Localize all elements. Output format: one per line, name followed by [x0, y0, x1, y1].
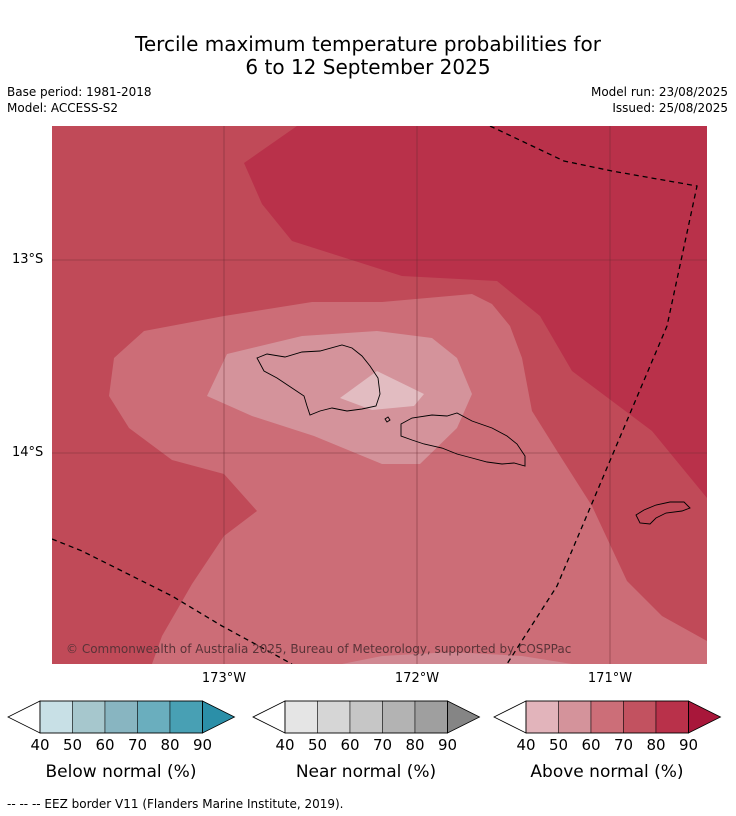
near-colorbar-low-arrow: [252, 700, 286, 734]
model-name: Model: ACCESS-S2: [7, 101, 119, 115]
eez-border: [52, 126, 698, 664]
above-colorbar-tick: 90: [678, 736, 699, 754]
below-colorbar-low-arrow: [7, 700, 41, 734]
near-colorbar-segment: [382, 700, 416, 734]
near-colorbar-segment: [349, 700, 383, 734]
lon-label-173w: 173°W: [201, 671, 247, 686]
contour-80-90: [244, 126, 707, 498]
above-colorbar-tick: 60: [581, 736, 601, 754]
above-colorbar-segment: [590, 700, 624, 734]
above-colorbar-tick: 50: [548, 736, 569, 754]
lon-label-171w: 171°W: [587, 671, 633, 686]
above-colorbar-outline: [525, 700, 689, 734]
above-colorbar-high-arrow: [688, 700, 722, 734]
near-colorbar-outline: [284, 700, 448, 734]
lat-label-14s: 14°S: [12, 445, 44, 460]
colorbar-near-title: Near normal (%): [295, 762, 437, 782]
eez-footnote: -- -- -- EEZ border V11 (Flanders Marine…: [7, 797, 344, 811]
contour-50-60: [207, 331, 472, 464]
colorbars: [7, 700, 722, 734]
near-colorbar-segment: [284, 700, 318, 734]
base-period: Base period: 1981-2018: [7, 85, 152, 99]
near-colorbar-tick: 60: [340, 736, 360, 754]
below-colorbar-segment: [169, 700, 203, 734]
upolu-island: [400, 412, 526, 467]
above-colorbar-low-arrow: [493, 700, 527, 734]
below-colorbar-tick: 80: [160, 736, 180, 754]
above-colorbar-segment: [623, 700, 657, 734]
colorbar-above-title: Above normal (%): [530, 762, 684, 782]
colorbar-above: [493, 700, 722, 734]
below-colorbar-segment: [39, 700, 73, 734]
below-colorbar-high-arrow: [202, 700, 236, 734]
colorbar-below-title: Below normal (%): [45, 762, 197, 782]
below-colorbar-tick: 40: [30, 736, 50, 754]
copyright-notice: © Commonwealth of Australia 2025, Bureau…: [66, 642, 571, 656]
colorbar-near: [252, 700, 481, 734]
map-svg: © Commonwealth of Australia 2025, Bureau…: [52, 126, 707, 664]
above-colorbar-tick: 80: [646, 736, 666, 754]
probability-map: © Commonwealth of Australia 2025, Bureau…: [52, 126, 707, 664]
near-colorbar-tick: 40: [275, 736, 295, 754]
above-colorbar-segment: [558, 700, 592, 734]
contour-40-50: [340, 371, 424, 410]
near-colorbar-tick: 80: [405, 736, 425, 754]
contour-bottom-bulge: [342, 652, 572, 664]
near-colorbar-tick: 70: [372, 736, 393, 754]
above-colorbar-tick: 70: [613, 736, 634, 754]
model-run: Model run: 23/08/2025: [590, 85, 728, 99]
below-colorbar-outline: [39, 700, 203, 734]
near-colorbar-segment: [317, 700, 351, 734]
gridlines: [52, 126, 707, 664]
above-colorbar-tick: 40: [516, 736, 536, 754]
below-colorbar-segment: [104, 700, 138, 734]
page-title-line1: Tercile maximum temperature probabilitie…: [135, 32, 601, 56]
page-title-line2: 6 to 12 September 2025: [245, 55, 491, 79]
above-colorbar-segment: [525, 700, 559, 734]
below-colorbar-segment: [72, 700, 106, 734]
tutuila-island: [635, 501, 691, 525]
near-colorbar-high-arrow: [447, 700, 481, 734]
manono-island: [384, 416, 391, 423]
issued-date: Issued: 25/08/2025: [612, 101, 728, 115]
lon-label-172w: 172°W: [394, 671, 440, 686]
below-colorbar-tick: 60: [95, 736, 115, 754]
below-colorbar-segment: [137, 700, 171, 734]
below-colorbar-tick: 70: [127, 736, 148, 754]
samoa-islands: [256, 344, 691, 525]
savaii-island: [256, 344, 381, 416]
below-colorbar-tick: 90: [192, 736, 213, 754]
above-colorbar-segment: [655, 700, 689, 734]
below-colorbar-tick: 50: [62, 736, 83, 754]
lat-label-13s: 13°S: [12, 252, 44, 267]
near-colorbar-tick: 90: [437, 736, 458, 754]
colorbar-below: [7, 700, 236, 734]
near-colorbar-tick: 50: [307, 736, 328, 754]
near-colorbar-segment: [414, 700, 448, 734]
